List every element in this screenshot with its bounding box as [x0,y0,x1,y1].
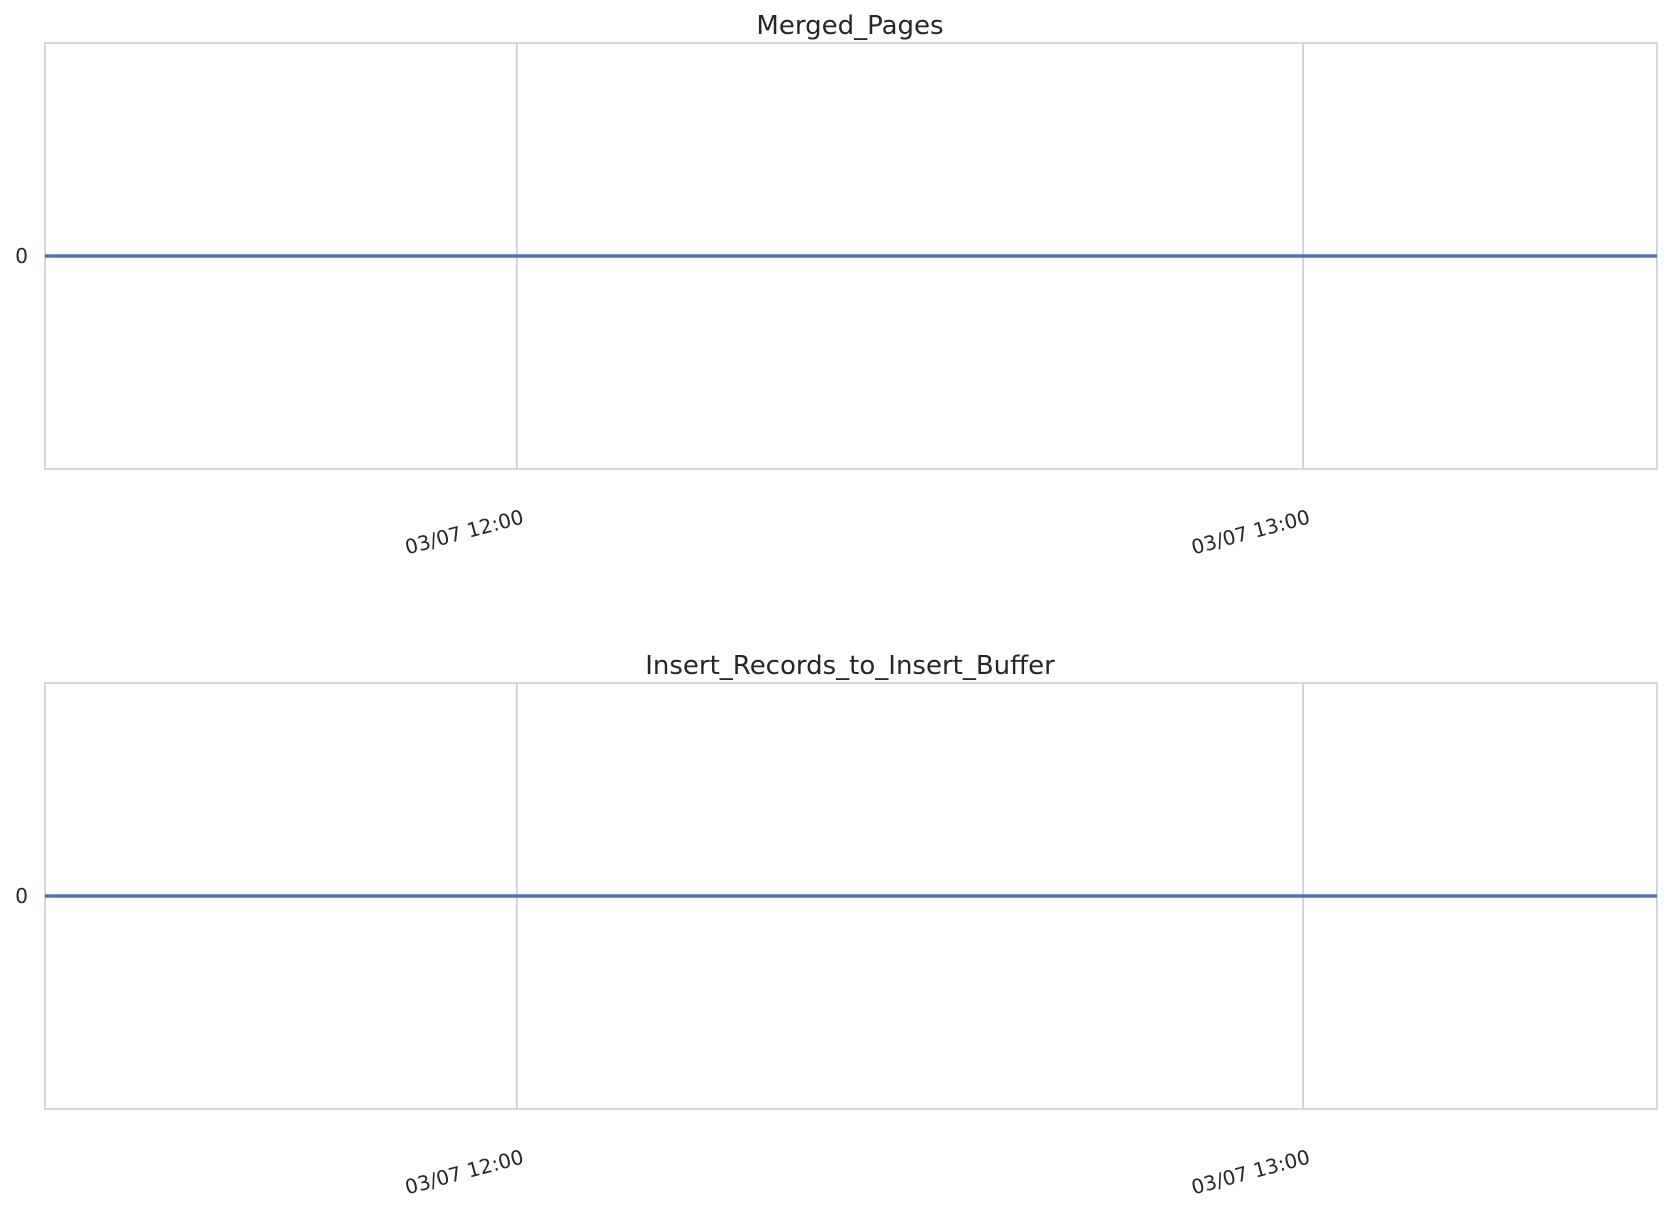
x-tick-labels: 03/07 12:00 03/07 13:00 [402,505,1312,560]
x-tick-label: 03/07 13:00 [1189,1145,1313,1200]
chart-title: Insert_Records_to_Insert_Buffer [645,651,1055,681]
chart-panel-insert-records: Insert_Records_to_Insert_Buffer 0 03/07 … [15,651,1658,1200]
y-tick-label: 0 [15,244,28,268]
y-tick-label: 0 [15,884,28,908]
x-tick-label: 03/07 12:00 [402,1145,526,1200]
chart-title: Merged_Pages [756,11,943,41]
x-tick-label: 03/07 13:00 [1189,505,1313,560]
x-tick-label: 03/07 12:00 [402,505,526,560]
y-tick-labels: 0 [15,244,28,268]
y-tick-labels: 0 [15,884,28,908]
x-tick-labels: 03/07 12:00 03/07 13:00 [402,1145,1312,1200]
chart-panel-merged-pages: Merged_Pages 0 03/07 12:00 03/07 13:00 [15,11,1658,560]
